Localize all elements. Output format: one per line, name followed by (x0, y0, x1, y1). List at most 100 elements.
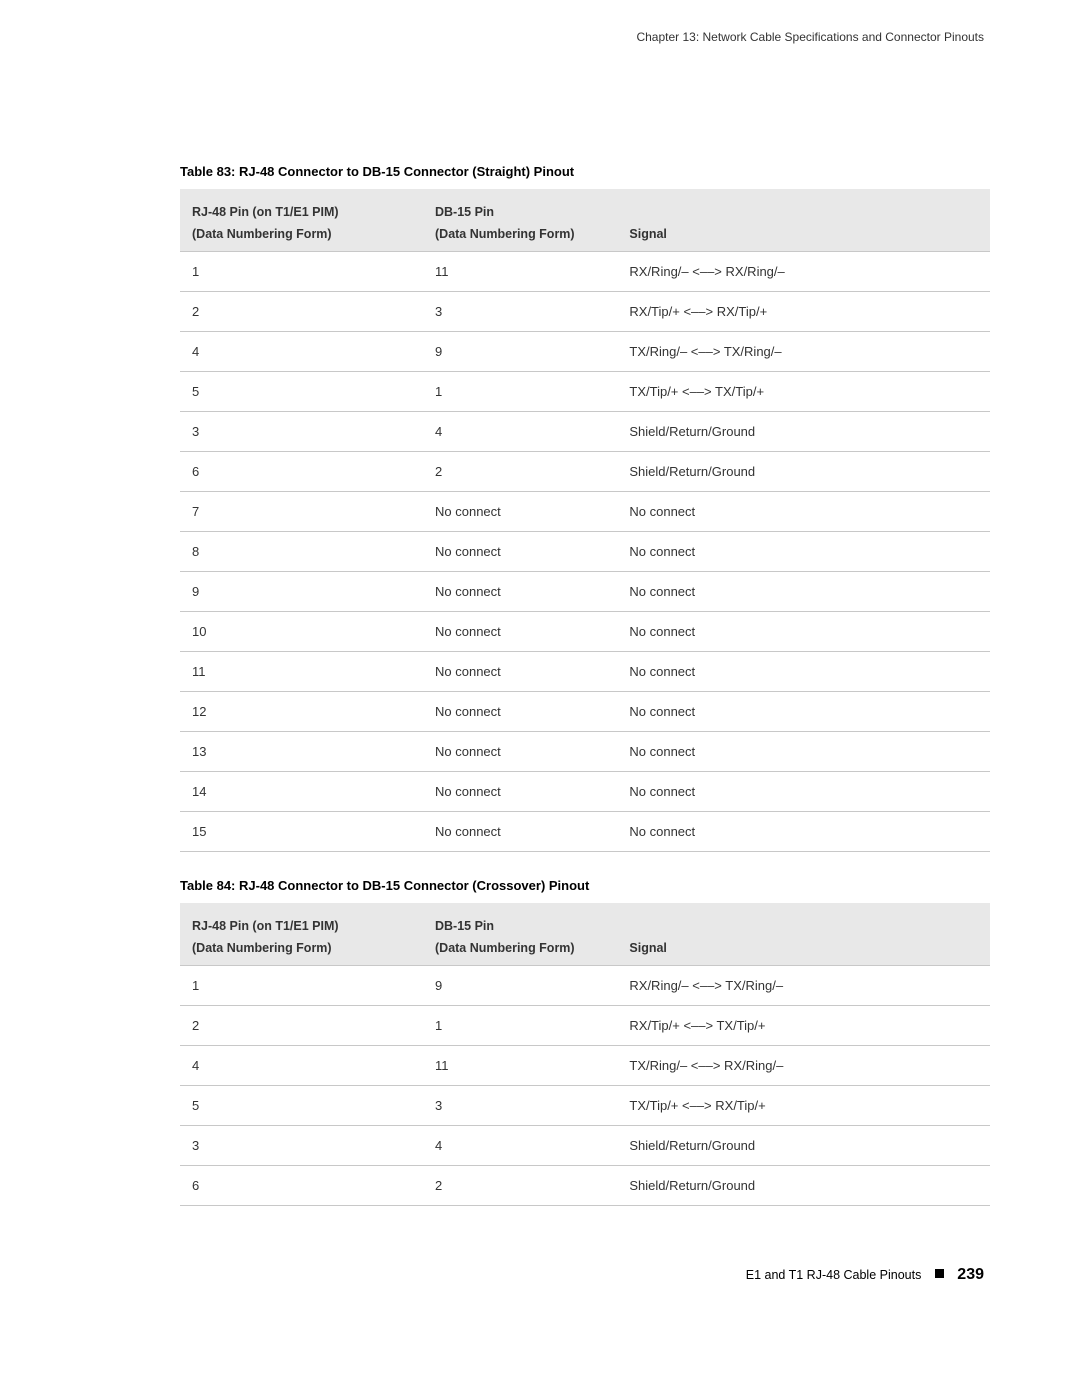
cell-signal: TX/Ring/– <––> TX/Ring/– (617, 332, 990, 372)
cell-db: 3 (423, 1086, 617, 1126)
cell-signal: No connect (617, 692, 990, 732)
cell-signal: No connect (617, 532, 990, 572)
table-83-head-row: RJ-48 Pin (on T1/E1 PIM) (Data Numbering… (180, 189, 990, 252)
cell-db: No connect (423, 772, 617, 812)
page-footer: E1 and T1 RJ-48 Cable Pinouts 239 (180, 1266, 990, 1284)
table-row: 51TX/Tip/+ <––> TX/Tip/+ (180, 372, 990, 412)
cell-signal: TX/Ring/– <––> RX/Ring/– (617, 1046, 990, 1086)
table-84-head-rj: RJ-48 Pin (on T1/E1 PIM) (Data Numbering… (180, 903, 423, 966)
table-84: RJ-48 Pin (on T1/E1 PIM) (Data Numbering… (180, 903, 990, 1206)
cell-signal: Shield/Return/Ground (617, 1126, 990, 1166)
cell-rj: 6 (180, 452, 423, 492)
table-row: 23RX/Tip/+ <––> RX/Tip/+ (180, 292, 990, 332)
table-row: 62Shield/Return/Ground (180, 452, 990, 492)
cell-db: 1 (423, 372, 617, 412)
cell-rj: 11 (180, 652, 423, 692)
cell-rj: 14 (180, 772, 423, 812)
cell-rj: 3 (180, 1126, 423, 1166)
table-row: 34Shield/Return/Ground (180, 1126, 990, 1166)
th-db-line1: DB-15 Pin (435, 919, 605, 933)
table-row: 10No connectNo connect (180, 612, 990, 652)
cell-signal: RX/Ring/– <––> TX/Ring/– (617, 966, 990, 1006)
table-row: 11No connectNo connect (180, 652, 990, 692)
table-row: 8No connectNo connect (180, 532, 990, 572)
table-83-head-signal: Signal (617, 189, 990, 252)
table-83: RJ-48 Pin (on T1/E1 PIM) (Data Numbering… (180, 189, 990, 852)
cell-db: No connect (423, 692, 617, 732)
cell-rj: 15 (180, 812, 423, 852)
table-row: 19RX/Ring/– <––> TX/Ring/– (180, 966, 990, 1006)
cell-signal: Shield/Return/Ground (617, 452, 990, 492)
table-row: 7No connectNo connect (180, 492, 990, 532)
cell-db: No connect (423, 732, 617, 772)
table-83-head-db: DB-15 Pin (Data Numbering Form) (423, 189, 617, 252)
cell-db: 2 (423, 1166, 617, 1206)
cell-db: 11 (423, 252, 617, 292)
cell-rj: 6 (180, 1166, 423, 1206)
cell-rj: 7 (180, 492, 423, 532)
table-84-head-row: RJ-48 Pin (on T1/E1 PIM) (Data Numbering… (180, 903, 990, 966)
cell-signal: TX/Tip/+ <––> RX/Tip/+ (617, 1086, 990, 1126)
cell-signal: No connect (617, 652, 990, 692)
cell-signal: Shield/Return/Ground (617, 1166, 990, 1206)
cell-db: No connect (423, 492, 617, 532)
cell-rj: 5 (180, 372, 423, 412)
cell-rj: 3 (180, 412, 423, 452)
th-signal: Signal (629, 227, 978, 241)
th-rj-line1: RJ-48 Pin (on T1/E1 PIM) (192, 919, 411, 933)
cell-db: 4 (423, 1126, 617, 1166)
th-db-line1: DB-15 Pin (435, 205, 605, 219)
cell-db: 9 (423, 332, 617, 372)
cell-signal: No connect (617, 812, 990, 852)
cell-signal: RX/Tip/+ <––> RX/Tip/+ (617, 292, 990, 332)
cell-rj: 8 (180, 532, 423, 572)
cell-signal: No connect (617, 612, 990, 652)
cell-db: 3 (423, 292, 617, 332)
th-rj-line1: RJ-48 Pin (on T1/E1 PIM) (192, 205, 411, 219)
cell-db: 2 (423, 452, 617, 492)
cell-db: 4 (423, 412, 617, 452)
cell-rj: 13 (180, 732, 423, 772)
table-row: 13No connectNo connect (180, 732, 990, 772)
cell-db: No connect (423, 572, 617, 612)
table-83-title: Table 83: RJ-48 Connector to DB-15 Conne… (180, 164, 990, 179)
footer-page-number: 239 (957, 1266, 984, 1283)
th-rj-line2: (Data Numbering Form) (192, 941, 411, 955)
cell-signal: Shield/Return/Ground (617, 412, 990, 452)
footer-square-icon (935, 1269, 944, 1278)
table-row: 411TX/Ring/– <––> RX/Ring/– (180, 1046, 990, 1086)
cell-signal: RX/Tip/+ <––> TX/Tip/+ (617, 1006, 990, 1046)
th-signal: Signal (629, 941, 978, 955)
table-84-head-db: DB-15 Pin (Data Numbering Form) (423, 903, 617, 966)
cell-db: 11 (423, 1046, 617, 1086)
table-84-head-signal: Signal (617, 903, 990, 966)
th-db-line2: (Data Numbering Form) (435, 227, 605, 241)
cell-rj: 12 (180, 692, 423, 732)
cell-signal: No connect (617, 772, 990, 812)
table-row: 34Shield/Return/Ground (180, 412, 990, 452)
table-row: 111RX/Ring/– <––> RX/Ring/– (180, 252, 990, 292)
footer-section: E1 and T1 RJ-48 Cable Pinouts (746, 1268, 922, 1282)
cell-signal: No connect (617, 492, 990, 532)
cell-rj: 5 (180, 1086, 423, 1126)
cell-rj: 4 (180, 1046, 423, 1086)
table-83-head-rj: RJ-48 Pin (on T1/E1 PIM) (Data Numbering… (180, 189, 423, 252)
cell-signal: RX/Ring/– <––> RX/Ring/– (617, 252, 990, 292)
table-row: 21RX/Tip/+ <––> TX/Tip/+ (180, 1006, 990, 1046)
cell-db: No connect (423, 532, 617, 572)
table-row: 9No connectNo connect (180, 572, 990, 612)
cell-rj: 2 (180, 292, 423, 332)
cell-db: No connect (423, 612, 617, 652)
table-row: 62Shield/Return/Ground (180, 1166, 990, 1206)
table-row: 12No connectNo connect (180, 692, 990, 732)
cell-rj: 10 (180, 612, 423, 652)
cell-rj: 2 (180, 1006, 423, 1046)
cell-rj: 1 (180, 966, 423, 1006)
table-row: 53TX/Tip/+ <––> RX/Tip/+ (180, 1086, 990, 1126)
cell-rj: 1 (180, 252, 423, 292)
table-row: 49TX/Ring/– <––> TX/Ring/– (180, 332, 990, 372)
cell-signal: No connect (617, 572, 990, 612)
cell-signal: TX/Tip/+ <––> TX/Tip/+ (617, 372, 990, 412)
table-row: 14No connectNo connect (180, 772, 990, 812)
cell-rj: 4 (180, 332, 423, 372)
